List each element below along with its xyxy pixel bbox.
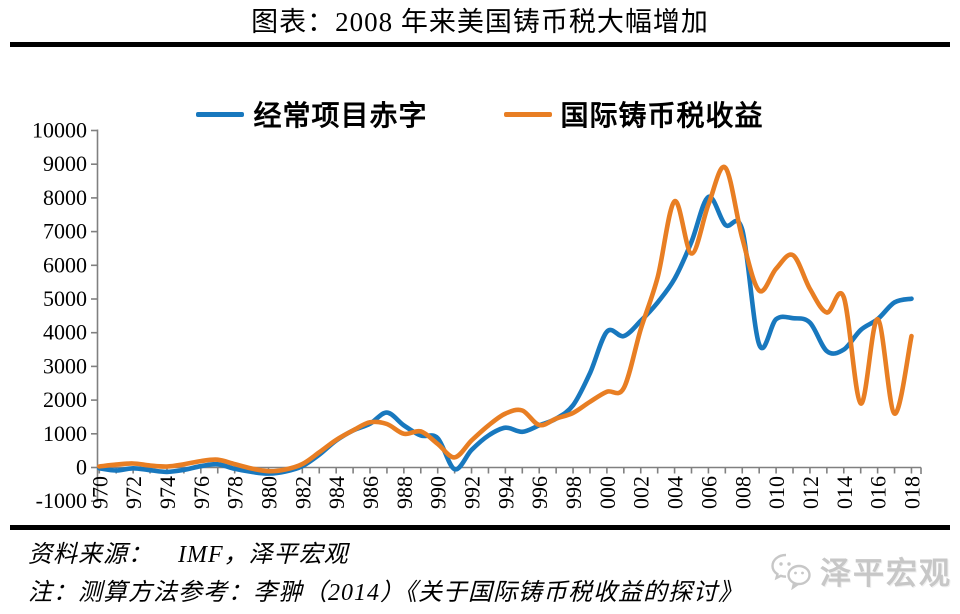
svg-text:996: 996 [527, 476, 552, 509]
svg-text:982: 982 [290, 476, 315, 509]
svg-text:984: 984 [324, 476, 349, 509]
svg-text:016: 016 [866, 476, 891, 509]
svg-text:2000: 2000 [43, 387, 87, 412]
svg-text:980: 980 [257, 476, 282, 509]
legend-label: 国际铸币税收益 [560, 101, 764, 132]
watermark: 泽平宏观 [770, 548, 952, 593]
svg-text:010: 010 [764, 476, 789, 509]
svg-text:974: 974 [155, 476, 180, 509]
wechat-icon [771, 553, 811, 590]
page-title: 图表：2008 年来美国铸币税大幅增加 [251, 7, 709, 37]
svg-text:976: 976 [189, 476, 214, 509]
svg-text:8000: 8000 [43, 185, 87, 210]
legend-swatch-blue [196, 111, 245, 117]
data-series-lines [97, 164, 914, 476]
svg-text:3000: 3000 [43, 353, 87, 378]
legend-label: 经常项目赤字 [253, 101, 428, 132]
svg-text:986: 986 [358, 476, 383, 509]
legend-item-current-account: 经常项目赤字 [196, 94, 427, 134]
svg-text:4000: 4000 [43, 320, 87, 345]
svg-text:6000: 6000 [43, 252, 87, 277]
svg-text:9000: 9000 [43, 151, 87, 176]
series-line-0 [97, 194, 914, 476]
y-axis-labels: -1000 0 1000 2000 3000 4000 5000 6000 7000 8000 90… [32, 118, 87, 514]
svg-text:994: 994 [493, 476, 518, 509]
svg-text:014: 014 [832, 476, 857, 509]
svg-text:7000: 7000 [43, 219, 87, 244]
svg-text:000: 000 [595, 476, 620, 509]
svg-text:992: 992 [460, 476, 485, 509]
svg-text:006: 006 [696, 476, 721, 509]
svg-text:018: 018 [899, 476, 924, 509]
svg-text:970: 970 [87, 476, 112, 509]
svg-text:5000: 5000 [43, 286, 87, 311]
svg-text:978: 978 [223, 476, 248, 509]
svg-text:-1000: -1000 [36, 488, 87, 513]
legend: 经常项目赤字 国际铸币税收益 [0, 94, 960, 134]
note-text: 注：测算方法参考：李翀（2014）《关于国际铸币税收益的探讨》 [28, 580, 743, 606]
x-axis-labels: 970 972 974 976 978 980 982 984 986 988 990 992 994 9… [87, 476, 924, 509]
svg-text:990: 990 [426, 476, 451, 509]
bottom-divider [10, 525, 950, 530]
top-divider [10, 42, 950, 47]
series-line-1 [97, 164, 914, 474]
source-text: 资料来源： IMF，泽平宏观 [28, 542, 349, 568]
legend-swatch-orange [503, 111, 552, 117]
svg-text:1000: 1000 [43, 421, 87, 446]
axes [91, 129, 922, 503]
svg-text:0: 0 [76, 455, 87, 480]
legend-item-seigniorage: 国际铸币税收益 [503, 94, 764, 134]
svg-text:012: 012 [798, 476, 823, 509]
svg-text:988: 988 [392, 476, 417, 509]
svg-text:002: 002 [629, 476, 654, 509]
watermark-label: 泽平宏观 [820, 556, 952, 591]
svg-text:008: 008 [730, 476, 755, 509]
svg-text:972: 972 [121, 476, 146, 509]
svg-text:004: 004 [663, 476, 688, 509]
svg-text:998: 998 [561, 476, 586, 509]
